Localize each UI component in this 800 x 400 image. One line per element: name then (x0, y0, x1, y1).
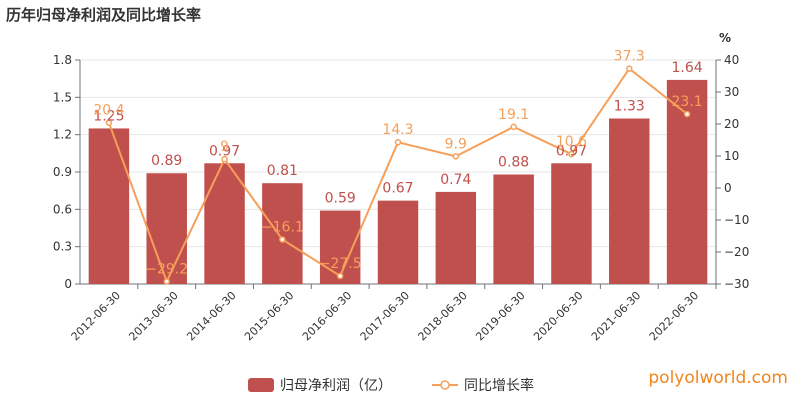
left-axis-tick-label: 0.3 (53, 240, 72, 254)
legend: 归母净利润（亿） 同比增长率 (0, 375, 800, 395)
left-axis-tick-label: 1.5 (53, 90, 72, 104)
right-axis-tick-label: 20 (724, 117, 739, 131)
bar-data-label: 0.81 (267, 163, 298, 179)
bar (204, 163, 245, 284)
bar-data-label: 0.88 (498, 154, 529, 170)
left-axis-tick-label: 0 (64, 277, 72, 291)
bar-data-label: 0.74 (440, 172, 471, 188)
growth-point (568, 150, 575, 158)
growth-data-label: −16.1 (261, 220, 304, 236)
bar-data-label: 0.97 (556, 143, 587, 159)
growth-point (626, 65, 633, 72)
x-axis-tick-label: 2018-06-30 (416, 289, 470, 343)
x-axis-tick-label: 2017-06-30 (358, 289, 412, 343)
right-axis-tick-label: −10 (724, 213, 749, 227)
bar-data-label: 0.97 (209, 143, 240, 159)
growth-data-label: −27.5 (319, 256, 362, 272)
x-axis-tick-label: 2019-06-30 (473, 289, 527, 343)
right-axis-tick-label: 0 (724, 181, 732, 195)
x-axis-tick-label: 2015-06-30 (242, 289, 296, 343)
growth-data-label: 19.1 (498, 107, 529, 123)
x-axis-tick-label: 2012-06-30 (69, 289, 123, 343)
bar (435, 191, 477, 284)
bar (609, 118, 650, 284)
growth-point (683, 110, 691, 118)
legend-item-growth[interactable]: 同比增长率 (432, 375, 534, 395)
legend-line-swatch (432, 380, 458, 390)
watermark: polyolworld.com (648, 368, 788, 388)
chart-title: 历年归母净利润及同比增长率 (6, 6, 202, 24)
growth-point (221, 155, 228, 163)
x-axis-tick-label: 2016-06-30 (300, 289, 354, 343)
x-axis-tick-label: 2022-06-30 (647, 289, 701, 343)
growth-data-label: 20.4 (93, 103, 124, 119)
bar-data-label: 0.59 (325, 191, 356, 207)
growth-data-label: 37.3 (614, 49, 645, 65)
bar (146, 173, 187, 284)
growth-data-label: 10.6 (556, 134, 587, 150)
x-axis-tick-label: 2014-06-30 (184, 289, 238, 343)
legend-bar-swatch (248, 378, 274, 392)
right-axis-unit: % (719, 31, 731, 45)
legend-item-profit[interactable]: 归母净利润（亿） (248, 375, 392, 395)
bar (493, 174, 534, 284)
legend-label-profit: 归母净利润（亿） (280, 378, 392, 394)
right-axis-tick-label: −20 (724, 245, 749, 259)
legend-label-growth: 同比增长率 (464, 378, 534, 394)
left-axis-tick-label: 0.6 (53, 202, 72, 216)
right-axis-tick-label: 30 (724, 85, 739, 99)
left-axis-tick-label: 1.2 (53, 128, 72, 142)
growth-point (336, 272, 344, 280)
growth-point (394, 138, 402, 146)
growth-data-label: 23.1 (672, 94, 703, 110)
bar (262, 183, 303, 284)
growth-data-label: 14.3 (382, 122, 413, 138)
bar-data-label: 1.33 (614, 98, 645, 114)
growth-point (510, 123, 517, 131)
growth-data-label: −29.2 (145, 261, 188, 277)
bar (377, 200, 419, 284)
bar-data-label: 1.64 (672, 60, 703, 76)
left-axis-tick-label: 0.9 (53, 165, 72, 179)
right-axis-tick-label: 10 (724, 149, 739, 163)
bar (88, 128, 130, 284)
x-axis-tick-label: 2013-06-30 (126, 289, 180, 343)
x-axis-tick-label: 2021-06-30 (589, 289, 643, 343)
bar-data-label: 0.67 (382, 181, 413, 197)
right-axis-tick-label: 40 (724, 53, 739, 67)
bar (666, 79, 708, 285)
x-axis-tick-label: 2020-06-30 (531, 289, 585, 343)
bar-data-label: 1.25 (93, 108, 124, 124)
growth-point (105, 119, 113, 126)
growth-point (279, 236, 286, 243)
growth-point (452, 153, 460, 160)
left-axis-tick-label: 1.8 (53, 53, 72, 67)
growth-data-label: 9.9 (445, 136, 467, 152)
growth-data-label: 9 (220, 139, 229, 155)
growth-point (163, 278, 170, 285)
right-axis-tick-label: −30 (724, 277, 749, 291)
bar (551, 163, 592, 284)
bar-data-label: 0.89 (151, 153, 182, 169)
